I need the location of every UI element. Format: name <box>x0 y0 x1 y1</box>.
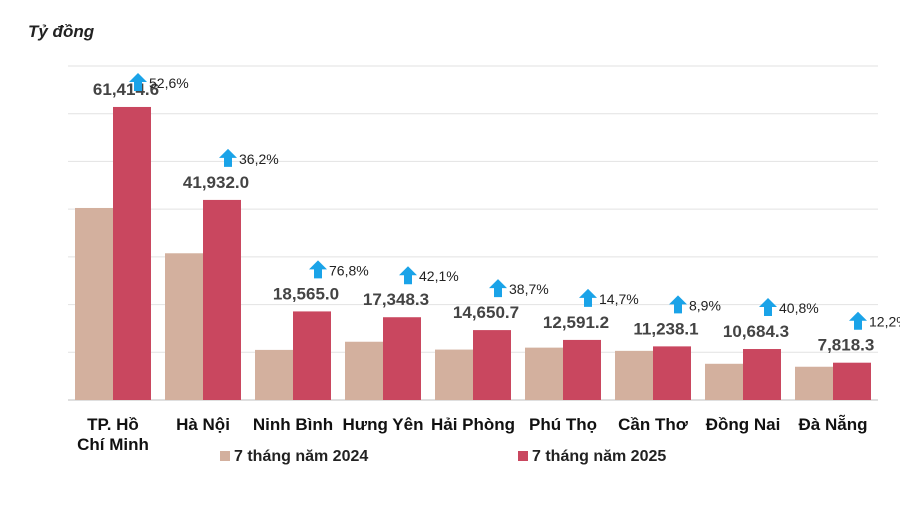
up-arrow-icon <box>309 260 327 279</box>
growth-label: 76,8% <box>329 262 369 278</box>
value-label: 17,348.3 <box>363 290 429 309</box>
bar-2025 <box>563 339 601 400</box>
value-label: 7,818.3 <box>818 336 875 355</box>
growth-label: 12,2% <box>869 314 900 330</box>
value-label: 10,684.3 <box>723 322 789 341</box>
bar-2024 <box>615 350 653 400</box>
category-label: Hà Nội <box>176 415 230 434</box>
bar-2025 <box>833 362 871 400</box>
legend-swatch <box>518 451 528 461</box>
bar-2025 <box>653 346 691 400</box>
value-label: 18,565.0 <box>273 284 339 303</box>
bar-2025 <box>473 330 511 400</box>
category-label: Cần Thơ <box>618 415 689 434</box>
category-label: TP. Hồ Chí Minh <box>77 415 149 454</box>
legend-label: 7 tháng năm 2025 <box>532 448 666 465</box>
growth-label: 8,9% <box>689 297 721 313</box>
value-label: 11,238.1 <box>633 319 698 338</box>
y-axis-unit-label: Tỷ đồng <box>28 22 95 41</box>
bar-2024 <box>165 253 203 400</box>
legend-swatch <box>220 451 230 461</box>
bar-2025 <box>383 317 421 400</box>
growth-label: 42,1% <box>419 268 459 284</box>
up-arrow-icon <box>759 298 777 317</box>
growth-label: 36,2% <box>239 151 279 167</box>
category-label: Đà Nẵng <box>799 414 868 434</box>
up-arrow-icon <box>849 311 867 330</box>
up-arrow-icon <box>579 288 597 307</box>
bar-2025 <box>743 349 781 400</box>
value-label: 12,591.2 <box>543 313 609 332</box>
bar-2025 <box>293 311 331 400</box>
up-arrow-icon <box>399 266 417 285</box>
category-label: Hải Phòng <box>431 415 515 434</box>
category-label: Ninh Bình <box>253 415 333 434</box>
growth-label: 40,8% <box>779 300 819 316</box>
up-arrow-icon <box>489 279 507 298</box>
growth-label: 38,7% <box>509 281 549 297</box>
up-arrow-icon <box>219 148 237 167</box>
up-arrow-icon <box>669 295 687 314</box>
growth-label: 52,6% <box>149 75 189 91</box>
legend-label: 7 tháng năm 2024 <box>234 448 368 465</box>
category-label: Phú Thọ <box>529 415 597 434</box>
value-label: 61,414.6 <box>93 80 159 99</box>
bar-2024 <box>525 347 563 400</box>
bar-2024 <box>75 207 113 400</box>
growth-label: 14,7% <box>599 291 639 307</box>
up-arrow-icon <box>129 73 147 91</box>
category-label: Đồng Nai <box>706 415 781 434</box>
bar-2024 <box>345 341 383 400</box>
bar-2024 <box>255 349 293 400</box>
bar-2025 <box>113 106 151 400</box>
value-label: 41,932.0 <box>183 173 249 192</box>
value-label: 14,650.7 <box>453 303 519 322</box>
bar-2025 <box>203 199 241 400</box>
bar-2024 <box>705 363 743 400</box>
bar-2024 <box>435 349 473 400</box>
bar-2024 <box>795 366 833 400</box>
category-label: Hưng Yên <box>343 415 424 434</box>
